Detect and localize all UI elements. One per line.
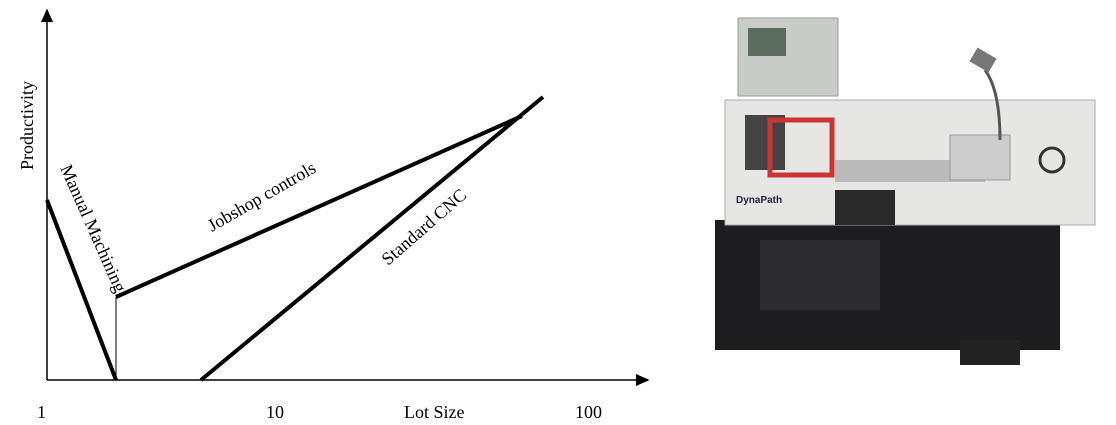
apron	[835, 190, 895, 225]
foot	[960, 340, 1020, 365]
x-axis-label: Lot Size	[404, 402, 465, 422]
diagram: Productivity 1 10 Lot Size 100 Manual Ma…	[17, 10, 648, 422]
screen	[748, 28, 786, 56]
x-tick-label: 1	[37, 402, 46, 422]
page: Productivity 1 10 Lot Size 100 Manual Ma…	[0, 0, 1116, 425]
line-label: Manual Machining	[56, 161, 130, 295]
cabinet-door	[760, 240, 880, 310]
headstock	[745, 115, 785, 170]
y-axis-label: Productivity	[17, 81, 37, 170]
cnc-line	[201, 97, 543, 380]
lamp	[969, 48, 996, 73]
tailstock	[950, 135, 1010, 180]
x-tick-label: 100	[575, 402, 602, 422]
x-tick-label: 10	[266, 402, 284, 422]
lathe-photo: DynaPath	[715, 18, 1095, 365]
brand-label: DynaPath	[736, 195, 782, 206]
line-label: Jobshop controls	[204, 157, 319, 235]
manual-line	[47, 200, 116, 380]
